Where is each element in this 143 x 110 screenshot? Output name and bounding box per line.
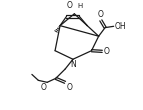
Text: O: O <box>40 83 46 92</box>
Text: H: H <box>77 3 82 9</box>
Text: O: O <box>97 10 103 19</box>
Text: O: O <box>66 1 72 10</box>
Text: O: O <box>66 83 72 92</box>
Text: OH: OH <box>114 22 126 31</box>
Text: N: N <box>70 60 76 69</box>
Text: O: O <box>103 47 109 56</box>
